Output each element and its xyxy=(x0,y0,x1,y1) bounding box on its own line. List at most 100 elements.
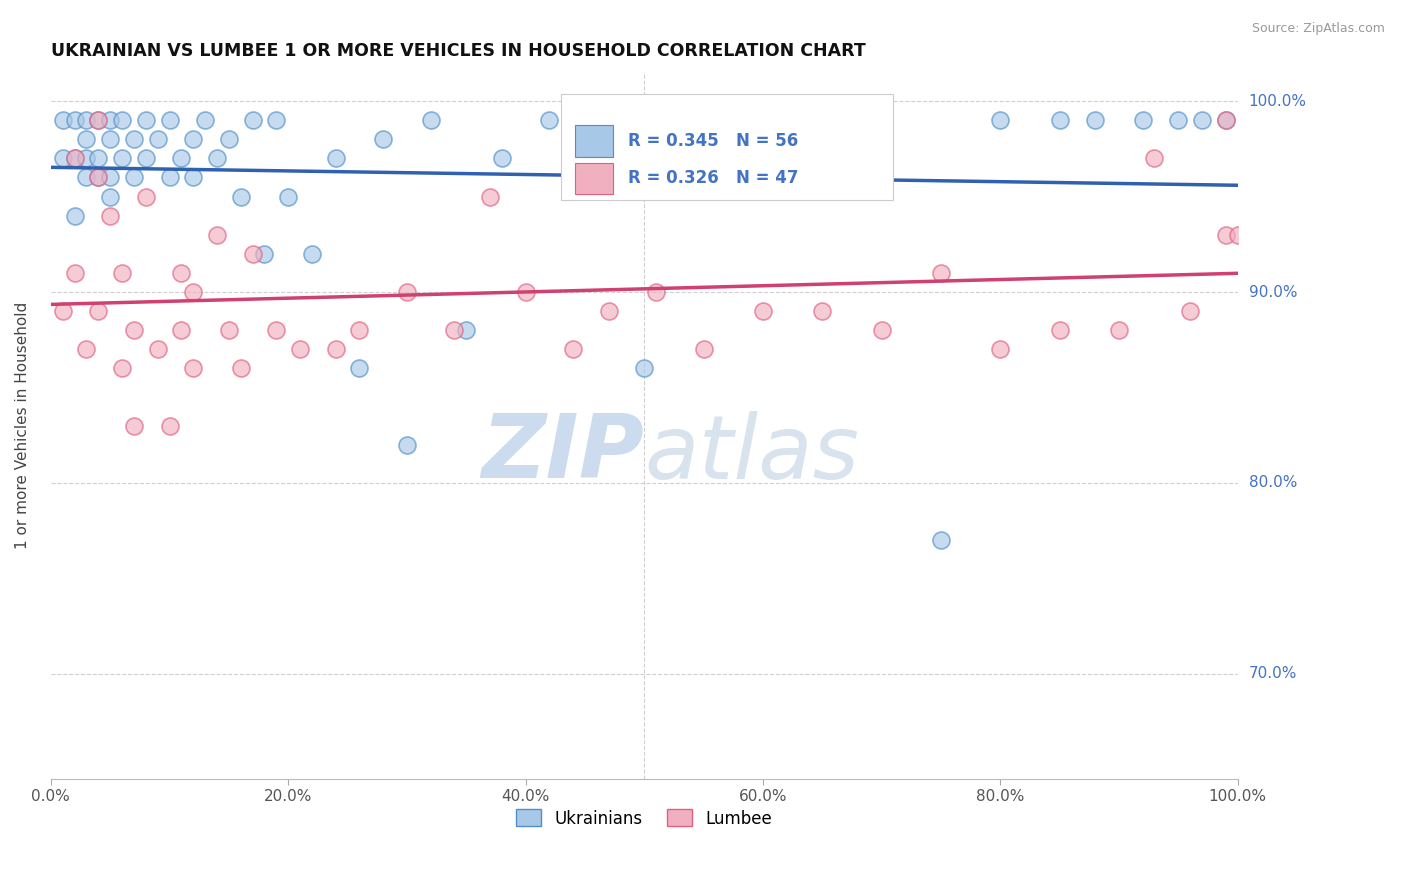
Point xyxy=(395,285,418,299)
Point xyxy=(242,113,264,128)
Point xyxy=(538,113,561,128)
Point xyxy=(181,132,204,146)
Text: R = 0.345   N = 56: R = 0.345 N = 56 xyxy=(627,132,797,151)
Point xyxy=(288,343,311,357)
Point xyxy=(111,361,134,376)
Point xyxy=(1108,323,1130,337)
Text: 70.0%: 70.0% xyxy=(1249,666,1296,681)
Point xyxy=(419,113,441,128)
Point xyxy=(371,132,394,146)
Point xyxy=(122,418,145,433)
Point xyxy=(301,247,323,261)
Point xyxy=(87,170,110,185)
Point xyxy=(181,170,204,185)
Point xyxy=(135,152,157,166)
Point xyxy=(515,285,537,299)
Point xyxy=(1132,113,1154,128)
Point xyxy=(135,113,157,128)
Point xyxy=(87,304,110,318)
Point xyxy=(325,343,347,357)
Point xyxy=(633,361,655,376)
Point xyxy=(159,170,181,185)
Text: 90.0%: 90.0% xyxy=(1249,285,1298,300)
Point xyxy=(929,266,952,280)
Point xyxy=(98,170,121,185)
Point xyxy=(194,113,217,128)
Point xyxy=(395,438,418,452)
Point xyxy=(1049,113,1071,128)
Y-axis label: 1 or more Vehicles in Household: 1 or more Vehicles in Household xyxy=(15,302,30,549)
Point xyxy=(598,304,620,318)
Point xyxy=(1178,304,1201,318)
Text: 80.0%: 80.0% xyxy=(1249,475,1296,491)
Point xyxy=(159,113,181,128)
Point xyxy=(478,189,501,203)
Point xyxy=(870,323,893,337)
Point xyxy=(988,113,1011,128)
Point xyxy=(229,189,252,203)
Point xyxy=(1215,227,1237,242)
Text: R = 0.326   N = 47: R = 0.326 N = 47 xyxy=(627,169,799,187)
Point xyxy=(122,323,145,337)
Point xyxy=(63,209,86,223)
Point xyxy=(98,209,121,223)
Point xyxy=(266,323,288,337)
Point xyxy=(205,152,228,166)
Point xyxy=(562,343,585,357)
Point xyxy=(266,113,288,128)
Point xyxy=(63,113,86,128)
Point xyxy=(181,285,204,299)
Point xyxy=(135,189,157,203)
Point xyxy=(52,113,75,128)
Point xyxy=(456,323,478,337)
Point xyxy=(87,113,110,128)
Point xyxy=(52,152,75,166)
Bar xyxy=(561,94,893,200)
Point xyxy=(170,266,193,280)
Point xyxy=(645,285,668,299)
Point xyxy=(75,132,97,146)
Point xyxy=(253,247,276,261)
Point xyxy=(325,152,347,166)
Legend: Ukrainians, Lumbee: Ukrainians, Lumbee xyxy=(509,803,779,834)
Point xyxy=(929,533,952,548)
Point xyxy=(111,266,134,280)
Point xyxy=(87,152,110,166)
Point xyxy=(75,113,97,128)
Point xyxy=(229,361,252,376)
Point xyxy=(75,343,97,357)
Point xyxy=(111,152,134,166)
Point xyxy=(122,170,145,185)
Point xyxy=(1049,323,1071,337)
Point xyxy=(87,170,110,185)
Text: ZIP: ZIP xyxy=(481,410,644,498)
Point xyxy=(752,304,775,318)
Text: Source: ZipAtlas.com: Source: ZipAtlas.com xyxy=(1251,22,1385,36)
Point xyxy=(752,113,775,128)
Point xyxy=(349,361,371,376)
Point xyxy=(159,418,181,433)
Point xyxy=(692,343,714,357)
Point xyxy=(1215,113,1237,128)
Point xyxy=(443,323,465,337)
Point xyxy=(811,304,834,318)
Text: 100.0%: 100.0% xyxy=(1249,94,1306,109)
Bar xyxy=(575,126,613,157)
Point xyxy=(218,132,240,146)
Point xyxy=(1215,113,1237,128)
Point xyxy=(146,343,169,357)
Point xyxy=(1191,113,1213,128)
Point xyxy=(146,132,169,146)
Point xyxy=(170,152,193,166)
Point xyxy=(63,152,86,166)
Point xyxy=(1226,227,1249,242)
Point xyxy=(1084,113,1107,128)
Point xyxy=(1143,152,1166,166)
Point xyxy=(1167,113,1189,128)
Point xyxy=(98,189,121,203)
Text: UKRAINIAN VS LUMBEE 1 OR MORE VEHICLES IN HOUSEHOLD CORRELATION CHART: UKRAINIAN VS LUMBEE 1 OR MORE VEHICLES I… xyxy=(51,42,866,60)
Bar xyxy=(575,162,613,194)
Point xyxy=(52,304,75,318)
Point xyxy=(63,152,86,166)
Text: atlas: atlas xyxy=(644,411,859,497)
